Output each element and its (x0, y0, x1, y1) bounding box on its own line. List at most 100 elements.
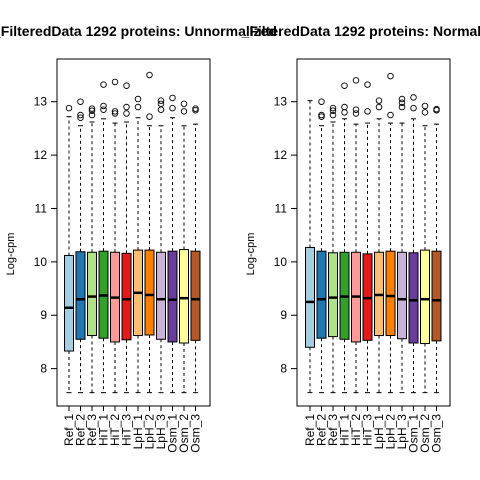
outlier-point (100, 102, 107, 110)
box-Ref_2 (75, 98, 86, 394)
box-iqr (167, 250, 178, 343)
box-iqr (75, 251, 86, 340)
y-tick-label: 8 (280, 362, 287, 376)
y-tick-label: 11 (35, 201, 48, 215)
box-iqr (385, 250, 396, 337)
box-HiT_1 (98, 81, 109, 394)
outlier-point (318, 111, 325, 119)
y-tick-label: 9 (40, 308, 47, 322)
box-Ref_1 (64, 104, 74, 394)
box-iqr (190, 250, 201, 341)
outlier-point (111, 78, 119, 86)
outlier-point (329, 107, 337, 115)
outlier-point (410, 104, 417, 112)
y-tick-label: 10 (34, 255, 48, 269)
x-tick-label: LpH_2 (143, 414, 157, 450)
x-tick-label: HiT_2 (349, 414, 363, 446)
panel-normalized: _FilteredData 1292 proteins: Normalized … (241, 23, 480, 453)
outlier-point (318, 98, 325, 105)
x-tick-label: Ref_3 (85, 414, 99, 446)
chart-title: _FilteredData 1292 proteins: Unnormalize… (0, 23, 277, 39)
x-axis: Ref_1Ref_2Ref_3HiT_1HiT_2HiT_3LpH_1LpH_2… (62, 405, 203, 453)
outlier-point (123, 103, 130, 111)
outlier-point (421, 102, 429, 110)
outlier-point (352, 106, 360, 113)
x-tick-label: Ref_2 (315, 414, 329, 446)
outlier-point (352, 110, 360, 117)
outlier-point (180, 100, 188, 108)
box-iqr (156, 251, 166, 340)
box-iqr (305, 246, 315, 348)
y-tick-label: 13 (274, 95, 288, 109)
outlier-point (77, 98, 84, 105)
box-HiT_3 (121, 82, 132, 394)
outlier-point (157, 100, 165, 108)
outlier-point (329, 104, 337, 112)
box-iqr (179, 249, 189, 344)
x-tick-label: LpH_1 (131, 414, 145, 450)
outlier-point (398, 99, 406, 107)
outlier-point (65, 104, 73, 112)
x-tick-label: Ref_3 (326, 414, 340, 446)
x-tick-label: LpH_3 (395, 414, 409, 450)
chart-title: _FilteredData 1292 proteins: Normalized (241, 23, 480, 39)
outlier-point (88, 107, 96, 115)
outlier-point (398, 95, 406, 103)
x-axis: Ref_1Ref_2Ref_3HiT_1HiT_2HiT_3LpH_1LpH_2… (303, 405, 444, 453)
outlier-point (88, 105, 96, 112)
box-Osm_2 (179, 100, 189, 394)
outlier-point (364, 108, 371, 115)
outlier-point (169, 94, 176, 102)
box-Ref_1 (305, 100, 315, 394)
outlier-point (88, 111, 96, 119)
y-axis-label: Log-cpm (245, 233, 257, 276)
box-iqr (64, 254, 74, 352)
box-HiT_2 (351, 77, 361, 394)
outlier-point (123, 82, 130, 89)
outlier-point (387, 111, 394, 119)
y-tick-label: 11 (275, 201, 288, 215)
y-tick-label: 9 (280, 308, 287, 322)
x-tick-label: Osm_2 (177, 414, 191, 453)
box-LpH_1 (133, 95, 143, 394)
box-iqr (408, 252, 419, 344)
outlier-point (421, 109, 429, 116)
outlier-point (77, 114, 84, 121)
panel-unnormalized: _FilteredData 1292 proteins: Unnormalize… (0, 23, 277, 453)
x-tick-label: HiT_3 (361, 414, 375, 446)
y-tick-label: 12 (34, 148, 48, 162)
boxes (64, 71, 201, 394)
outlier-point (123, 110, 130, 117)
outlier-point (433, 105, 440, 113)
box-HiT_1 (339, 82, 350, 394)
outlier-point (364, 81, 371, 88)
outlier-point (410, 94, 417, 101)
outlier-point (180, 108, 188, 115)
x-tick-label: Ref_1 (303, 414, 317, 446)
outlier-point (341, 109, 348, 116)
outlier-point (146, 71, 153, 79)
outlier-point (192, 105, 199, 112)
box-LpH_2 (144, 71, 155, 394)
x-tick-label: Ref_2 (74, 414, 88, 446)
outlier-point (387, 72, 394, 80)
box-Osm_1 (167, 94, 178, 394)
box-iqr (316, 250, 327, 339)
y-tick-label: 12 (274, 148, 288, 162)
x-tick-label: HiT_1 (338, 414, 352, 446)
outlier-point (169, 104, 176, 112)
y-tick-label: 10 (274, 255, 288, 269)
outlier-point (352, 77, 360, 84)
box-HiT_2 (110, 78, 120, 394)
x-tick-label: Osm_1 (166, 414, 180, 453)
outlier-point (111, 108, 119, 115)
x-tick-label: HiT_3 (120, 414, 134, 446)
box-iqr (87, 251, 97, 337)
outlier-point (100, 81, 107, 88)
box-LpH_3 (156, 97, 166, 394)
y-axis-label: Log-cpm (5, 233, 17, 276)
x-tick-label: HiT_2 (108, 414, 122, 446)
box-Ref_3 (87, 105, 97, 394)
box-iqr (121, 252, 132, 341)
